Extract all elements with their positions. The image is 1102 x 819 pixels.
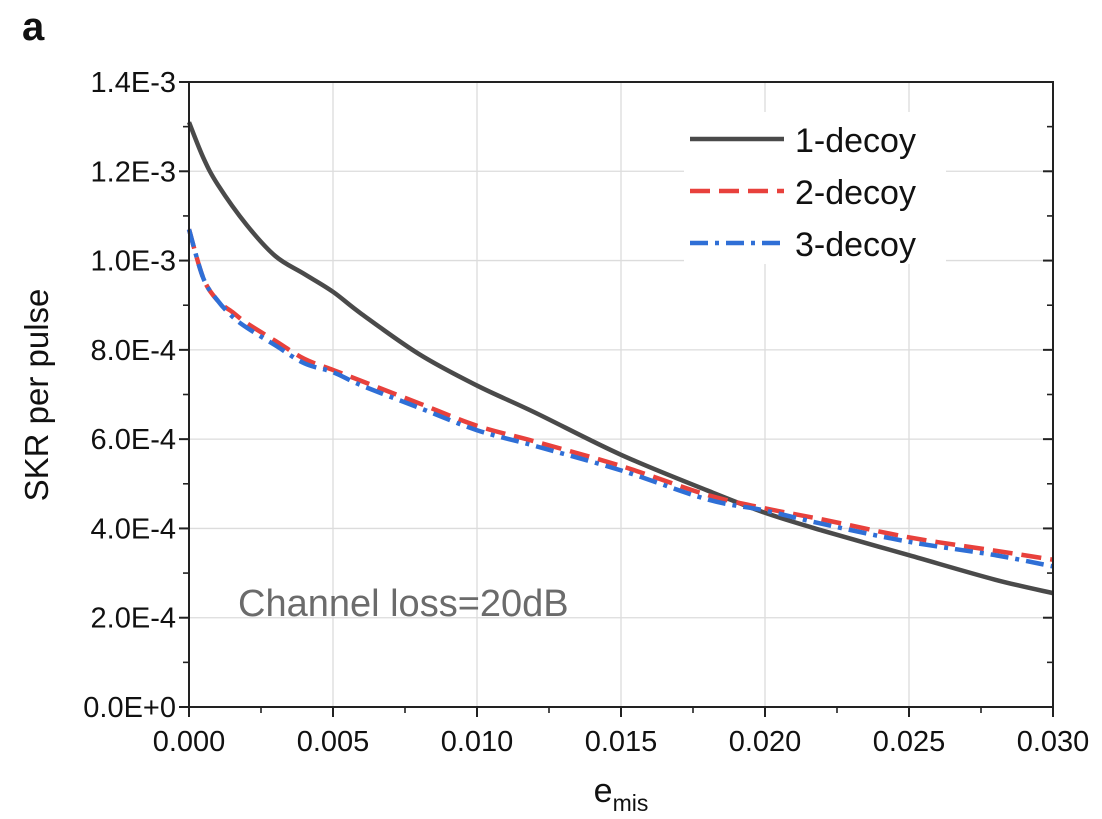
- ticks-layer: [179, 81, 1054, 717]
- y-axis-label: SKR per pulse: [18, 289, 55, 502]
- x-tick-label: 0.010: [441, 726, 514, 758]
- series-line-1-decoy: [186, 121, 1054, 596]
- legend: 1-decoy 2-decoy 3-decoy: [684, 112, 946, 264]
- x-tick-label: 0.015: [585, 726, 658, 758]
- x-tick-label: 0.005: [297, 726, 370, 758]
- legend-label-1-decoy: 1-decoy: [795, 122, 916, 160]
- legend-label-3-decoy: 3-decoy: [795, 226, 916, 264]
- y-tick-label: 0.0E+0: [83, 692, 176, 724]
- series-layer: [186, 121, 1054, 596]
- x-tick-label: 0.020: [729, 726, 802, 758]
- x-tick-label: 0.025: [873, 726, 946, 758]
- y-tick-label: 8.0E-4: [91, 335, 176, 367]
- y-tick-label: 6.0E-4: [91, 424, 176, 456]
- y-tick-label: 1.0E-3: [91, 246, 176, 278]
- y-tick-label: 1.4E-3: [91, 67, 176, 99]
- series-line-2-decoy: [186, 228, 1054, 562]
- y-tick-label: 2.0E-4: [91, 603, 176, 635]
- legend-label-2-decoy: 2-decoy: [795, 174, 916, 212]
- x-tick-label: 0.000: [153, 726, 226, 758]
- x-axis-label-subscript: mis: [613, 790, 649, 816]
- x-axis-label: emis: [594, 772, 649, 816]
- tick-labels-layer: 0.000 0.005 0.010 0.015 0.020 0.025 0.030 0.0E+…: [83, 67, 1089, 758]
- y-tick-label: 4.0E-4: [91, 513, 176, 545]
- x-axis-label-main: e: [594, 772, 613, 810]
- series-line-3-decoy: [186, 228, 1054, 569]
- chart-annotation: Channel loss=20dB: [238, 583, 569, 625]
- panel-label: a: [22, 5, 45, 49]
- x-tick-label: 0.030: [1017, 726, 1090, 758]
- y-tick-label: 1.2E-3: [91, 156, 176, 188]
